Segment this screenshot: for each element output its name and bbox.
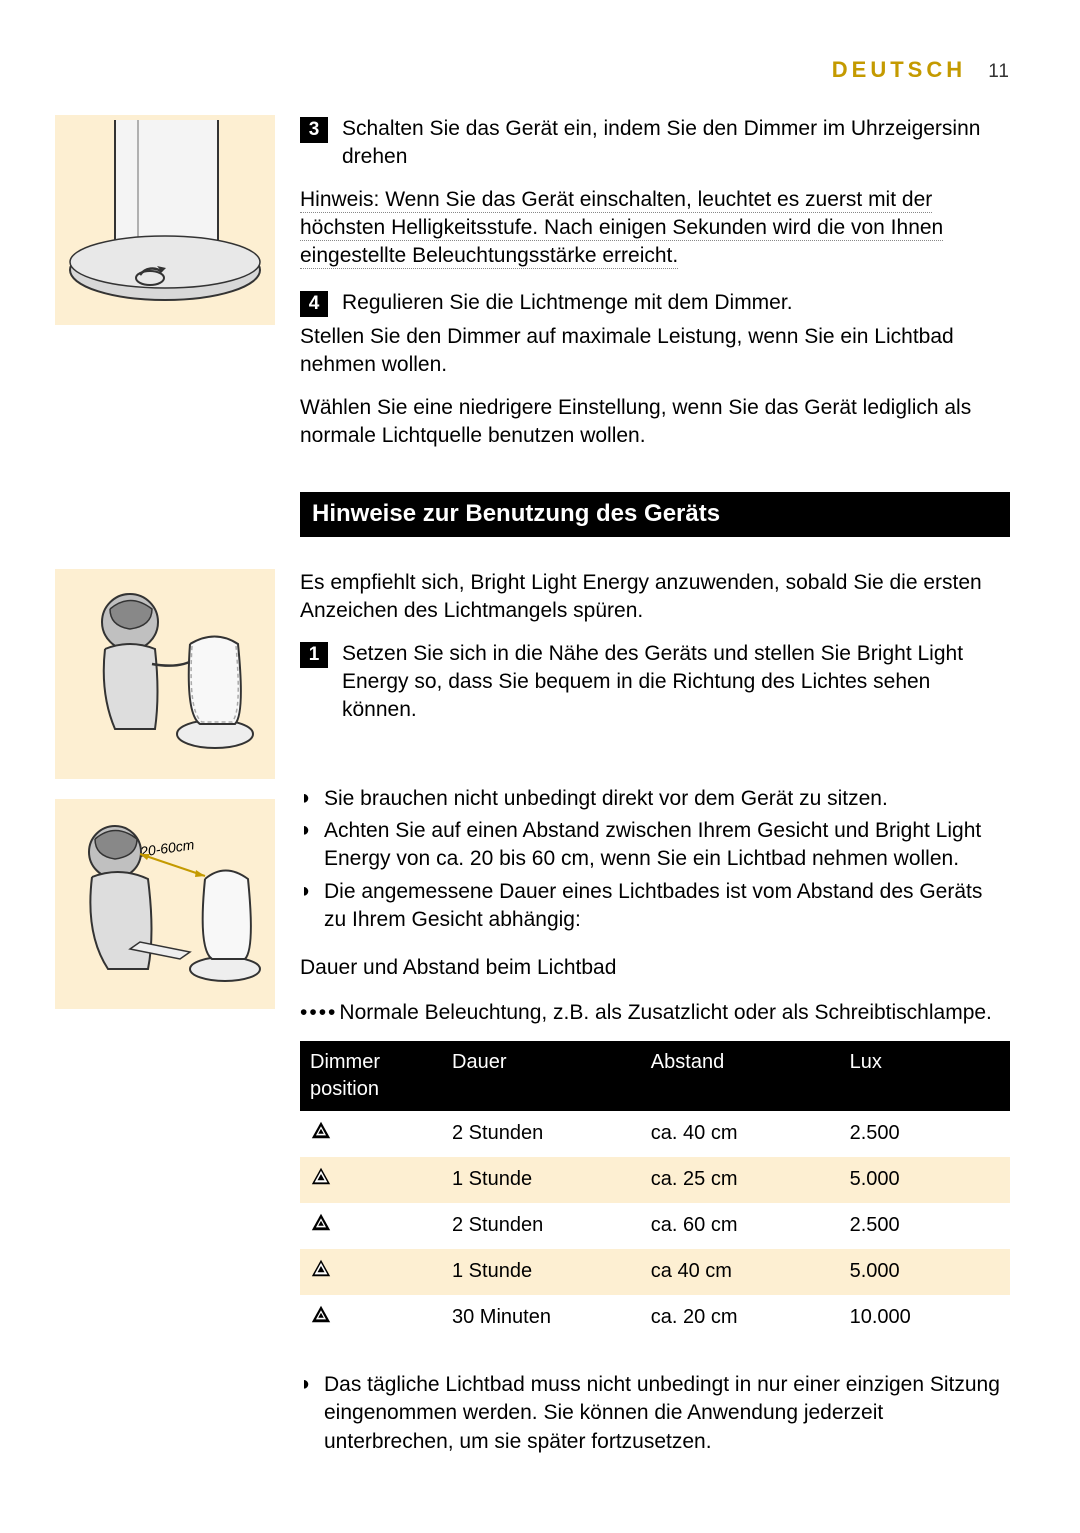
- cell-dimmer-icon: [300, 1295, 442, 1341]
- table-row: 2 Stundenca. 60 cm2.500: [300, 1203, 1010, 1249]
- bullet-arrow-icon: ◗: [300, 817, 324, 874]
- figure-column-2: 20-60cm: [55, 569, 290, 1466]
- cell-dauer: 1 Stunde: [442, 1157, 641, 1203]
- row-2: 20-60cm Es empfiehlt sich, Bright Light …: [55, 569, 1010, 1466]
- person-with-device-front-illustration: [60, 574, 270, 774]
- row-1: 3 Schalten Sie das Gerät ein, indem Sie …: [55, 115, 1010, 464]
- cell-dimmer-icon: [300, 1111, 442, 1157]
- step-b1-number: 1: [300, 642, 328, 668]
- text-column-1: 3 Schalten Sie das Gerät ein, indem Sie …: [290, 115, 1010, 464]
- para-after-4a: Stellen Sie den Dimmer auf maximale Leis…: [300, 323, 1010, 380]
- warning-triangle-icon: [310, 1211, 332, 1233]
- warning-triangle-icon: [310, 1257, 332, 1279]
- page-number: 11: [988, 61, 1010, 82]
- table-row: 1 Stundeca 40 cm5.000: [300, 1249, 1010, 1295]
- bullet-arrow-icon: ◗: [300, 785, 324, 813]
- bullet-dots-icon: ••••: [300, 1001, 337, 1024]
- cell-dimmer-icon: [300, 1249, 442, 1295]
- note-block: Hinweis: Wenn Sie das Gerät einschalten,…: [300, 186, 1010, 271]
- table-row: 30 Minutenca. 20 cm10.000: [300, 1295, 1010, 1341]
- bullet-arrow-icon: ◗: [300, 878, 324, 935]
- subhead-dauer-abstand: Dauer und Abstand beim Lichtbad: [300, 954, 1010, 982]
- normal-light-line: ••••Normale Beleuchtung, z.B. als Zusatz…: [300, 999, 1010, 1027]
- cell-lux: 5.000: [840, 1157, 1010, 1203]
- device-base-illustration: [60, 120, 270, 320]
- step-number-3: 3: [300, 117, 328, 143]
- cell-dimmer-icon: [300, 1157, 442, 1203]
- th-dauer: Dauer: [442, 1041, 641, 1111]
- warning-triangle-icon: [310, 1303, 332, 1325]
- cell-abstand: ca. 60 cm: [641, 1203, 840, 1249]
- intro-para: Es empfiehlt sich, Bright Light Energy a…: [300, 569, 1010, 626]
- th-dimmer: Dimmerposition: [300, 1041, 442, 1111]
- cell-dauer: 2 Stunden: [442, 1111, 641, 1157]
- step-3-text: Schalten Sie das Gerät ein, indem Sie de…: [342, 115, 1010, 172]
- cell-dauer: 2 Stunden: [442, 1203, 641, 1249]
- final-bullet-1: ◗ Das tägliche Lichtbad muss nicht unbed…: [300, 1371, 1010, 1456]
- warning-triangle-icon: [310, 1119, 332, 1141]
- step-3: 3 Schalten Sie das Gerät ein, indem Sie …: [300, 115, 1010, 172]
- th-abstand: Abstand: [641, 1041, 840, 1111]
- bullet-1: ◗ Sie brauchen nicht unbedingt direkt vo…: [300, 785, 1010, 813]
- figure-1-box: [55, 115, 275, 325]
- figure-column-1: [55, 115, 290, 464]
- language-label: DEUTSCH: [832, 57, 966, 82]
- cell-abstand: ca. 20 cm: [641, 1295, 840, 1341]
- step-4-text: Regulieren Sie die Lichtmenge mit dem Di…: [342, 289, 1010, 317]
- table-row: 1 Stundeca. 25 cm5.000: [300, 1157, 1010, 1203]
- lux-table: Dimmerposition Dauer Abstand Lux 2 Stund…: [300, 1041, 1010, 1341]
- cell-lux: 5.000: [840, 1249, 1010, 1295]
- step-number-4: 4: [300, 291, 328, 317]
- figure-3-box: 20-60cm: [55, 799, 275, 1009]
- usage-bullets: ◗ Sie brauchen nicht unbedingt direkt vo…: [300, 785, 1010, 935]
- cell-dauer: 30 Minuten: [442, 1295, 641, 1341]
- para-after-4b: Wählen Sie eine niedrigere Einstellung, …: [300, 394, 1010, 451]
- bullet-arrow-icon: ◗: [300, 1371, 324, 1456]
- person-with-device-side-illustration: [60, 804, 270, 1004]
- page-header: DEUTSCH 11: [832, 55, 1010, 85]
- bullet-3: ◗ Die angemessene Dauer eines Lichtbades…: [300, 878, 1010, 935]
- table-row: 2 Stundenca. 40 cm2.500: [300, 1111, 1010, 1157]
- cell-abstand: ca. 40 cm: [641, 1111, 840, 1157]
- step-b1-text: Setzen Sie sich in die Nähe des Geräts u…: [342, 640, 1010, 725]
- table-header-row: Dimmerposition Dauer Abstand Lux: [300, 1041, 1010, 1111]
- row-section: Hinweise zur Benutzung des Geräts: [55, 474, 1010, 558]
- step-b1: 1 Setzen Sie sich in die Nähe des Geräts…: [300, 640, 1010, 725]
- cell-lux: 10.000: [840, 1295, 1010, 1341]
- final-bullets: ◗ Das tägliche Lichtbad muss nicht unbed…: [300, 1371, 1010, 1456]
- figure-2-box: [55, 569, 275, 779]
- step-4: 4 Regulieren Sie die Lichtmenge mit dem …: [300, 289, 1010, 317]
- cell-abstand: ca. 25 cm: [641, 1157, 840, 1203]
- note-line-1: Hinweis: Wenn Sie das Gerät einschalten,…: [300, 188, 932, 213]
- th-lux: Lux: [840, 1041, 1010, 1111]
- note-line-3: eingestellte Beleuchtungsstärke erreicht…: [300, 244, 678, 269]
- warning-triangle-icon: [310, 1165, 332, 1187]
- section-title: Hinweise zur Benutzung des Geräts: [300, 492, 1010, 536]
- note-line-2: höchsten Helligkeitsstufe. Nach einigen …: [300, 216, 943, 241]
- text-column-2: Es empfiehlt sich, Bright Light Energy a…: [290, 569, 1010, 1466]
- cell-dimmer-icon: [300, 1203, 442, 1249]
- cell-abstand: ca 40 cm: [641, 1249, 840, 1295]
- cell-lux: 2.500: [840, 1111, 1010, 1157]
- cell-lux: 2.500: [840, 1203, 1010, 1249]
- page-content: 3 Schalten Sie das Gerät ein, indem Sie …: [55, 115, 1010, 1476]
- cell-dauer: 1 Stunde: [442, 1249, 641, 1295]
- bullet-2: ◗ Achten Sie auf einen Abstand zwischen …: [300, 817, 1010, 874]
